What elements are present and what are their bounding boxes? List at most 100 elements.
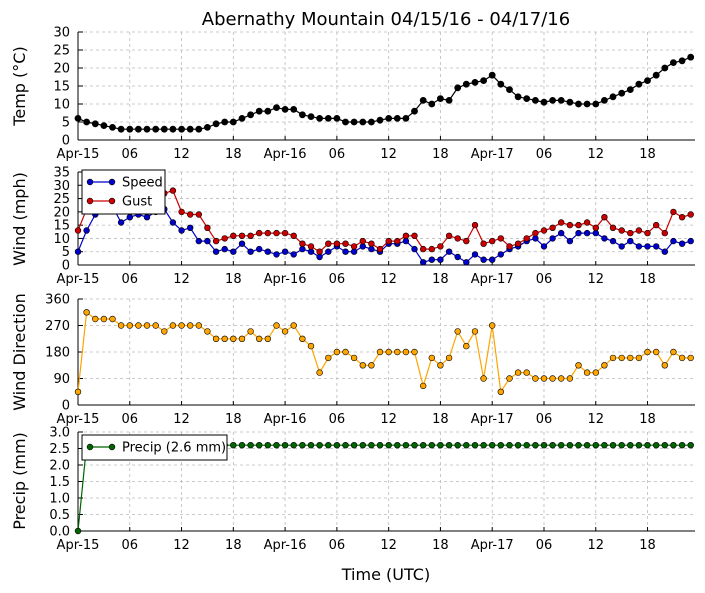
direction-point <box>635 354 643 362</box>
direction-point <box>195 322 203 329</box>
direction-point <box>238 335 246 342</box>
direction-point <box>420 382 427 390</box>
direction-ytick-label: 180 <box>45 346 70 361</box>
precip-point <box>394 442 401 449</box>
temp-point <box>324 115 332 122</box>
temp-point <box>402 115 410 122</box>
speed-point <box>290 251 297 258</box>
gust-point <box>678 214 686 221</box>
direction-y-axis-title: Wind Direction <box>10 293 29 411</box>
precip-xtick-label: Apr-15 <box>57 538 100 553</box>
speed-point <box>325 248 332 255</box>
precip-ytick-label: 2.5 <box>49 442 70 457</box>
direction-point <box>402 348 410 356</box>
direction-point <box>437 362 444 369</box>
speed-point <box>480 256 487 263</box>
panel-precip: 0.0 0.51.0 1.52.0 2.53.0 Apr-15 06 12 18 Apr-16 0… <box>10 426 695 553</box>
direction-point <box>325 354 332 362</box>
direction-point <box>385 348 392 356</box>
direction-xtick-label: 06 <box>122 412 139 427</box>
direction-point <box>161 328 168 335</box>
temp-ytick-label: 5 <box>62 116 70 131</box>
direction-point <box>463 342 470 350</box>
wind-xtick-label: 18 <box>639 272 656 287</box>
direction-point <box>678 354 686 362</box>
gust-point <box>169 187 177 194</box>
speed-point <box>609 237 617 245</box>
precip-point <box>299 442 306 449</box>
gust-point <box>661 229 668 237</box>
precip-ytick-label: 0.0 <box>49 525 70 540</box>
precip-point <box>307 442 315 449</box>
direction-point <box>178 322 185 329</box>
speed-legend-marker <box>108 178 116 186</box>
speed-point <box>644 243 651 250</box>
gust-point <box>411 232 418 240</box>
precip-point <box>523 442 530 449</box>
direction-point <box>230 335 237 342</box>
speed-point <box>195 237 203 245</box>
gust-point <box>256 229 263 237</box>
precip-ytick-label: 3.0 <box>49 426 70 441</box>
precip-point <box>687 442 694 449</box>
direction-point <box>109 315 116 323</box>
precip-legend-label: Precip (2.6 mm) <box>122 441 226 456</box>
precip-xtick-label: 06 <box>122 538 139 553</box>
speed-point <box>661 248 668 255</box>
temp-ytick-label: 30 <box>53 26 70 41</box>
temp-xtick-label: 12 <box>380 147 397 162</box>
temp-point <box>480 77 487 84</box>
temp-point <box>506 86 513 93</box>
temp-xtick-label: 06 <box>329 147 346 162</box>
gust-point <box>325 240 332 247</box>
temp-point <box>644 77 651 84</box>
direction-point <box>135 322 142 329</box>
precip-point <box>497 442 504 449</box>
gust-point <box>609 224 617 232</box>
wind-ytick-label: 5 <box>62 245 70 260</box>
temp-point <box>307 113 315 120</box>
precip-point <box>592 442 599 449</box>
precip-point <box>238 442 246 449</box>
direction-xtick-label: 18 <box>432 412 449 427</box>
temp-point <box>221 118 229 126</box>
gust-point <box>238 232 246 240</box>
direction-point <box>394 348 401 356</box>
direction-point <box>557 375 565 382</box>
wind-ytick-label: 10 <box>53 232 70 247</box>
direction-point <box>117 322 125 329</box>
gust-point <box>290 232 297 240</box>
temp-point <box>540 98 548 106</box>
direction-point <box>454 328 461 335</box>
precip-legend: Precip (2.6 mm) <box>81 434 228 461</box>
panel-direction: 0 90 180 270 360 Apr-15 06 12 18 Apr-16 06 12 18 Apr-… <box>10 293 695 427</box>
direction-point <box>143 322 151 329</box>
temp-point <box>601 97 608 104</box>
precip-xtick-label: 18 <box>225 538 242 553</box>
direction-point <box>342 348 349 356</box>
speed-point <box>678 240 686 247</box>
direction-point <box>583 369 591 376</box>
temp-point <box>376 116 384 124</box>
temp-point <box>203 124 211 131</box>
precip-point <box>325 442 332 449</box>
gust-point <box>557 219 565 226</box>
wind-ytick-label: 25 <box>53 192 70 207</box>
precip-xtick-label: 12 <box>587 538 604 553</box>
temp-point <box>359 118 367 126</box>
precip-legend-marker <box>108 443 116 451</box>
direction-point <box>187 322 194 329</box>
speed-point <box>566 237 574 245</box>
direction-point <box>687 354 694 362</box>
temp-point <box>342 118 349 126</box>
precip-point <box>644 442 651 449</box>
gust-point <box>307 243 315 250</box>
direction-xtick-label: 06 <box>329 412 346 427</box>
temp-point <box>100 122 108 129</box>
gust-point <box>333 240 341 247</box>
precip-point <box>506 442 513 449</box>
speed-point <box>342 248 349 255</box>
gust-point <box>359 237 366 245</box>
temp-point <box>393 115 401 122</box>
